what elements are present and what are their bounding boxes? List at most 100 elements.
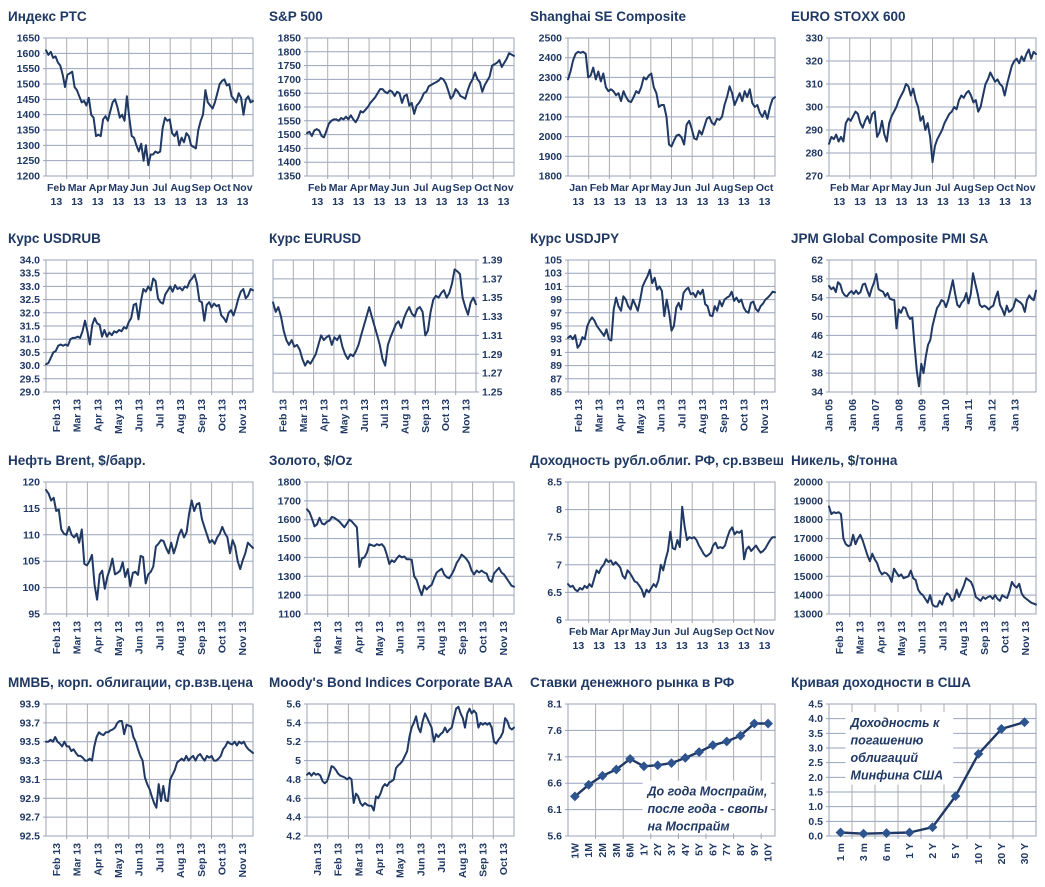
svg-text:Feb 13: Feb 13 <box>51 621 63 654</box>
svg-text:Oct: Oct <box>735 626 753 638</box>
svg-text:Jul 13: Jul 13 <box>379 399 391 429</box>
svg-text:Jul 13: Jul 13 <box>937 621 949 651</box>
svg-text:Apr: Apr <box>350 182 368 194</box>
svg-text:Sep: Sep <box>734 182 753 194</box>
svg-text:Jun 13: Jun 13 <box>134 399 146 432</box>
svg-text:13: 13 <box>676 196 688 208</box>
svg-text:Nov 13: Nov 13 <box>237 843 249 878</box>
svg-text:Apr 13: Apr 13 <box>92 621 104 654</box>
svg-text:Sep 13: Sep 13 <box>477 843 489 877</box>
svg-text:2300: 2300 <box>539 72 563 84</box>
svg-text:13: 13 <box>834 196 846 208</box>
svg-text:8.5: 8.5 <box>547 477 562 489</box>
svg-text:Sep 13: Sep 13 <box>457 621 469 655</box>
svg-text:14000: 14000 <box>794 590 823 602</box>
chart-micex-corp-bonds: ММВБ, корп. облигации, ср.взв.цена 93.9 9… <box>0 666 261 887</box>
svg-text:May: May <box>369 182 390 194</box>
svg-text:на Моспрайм: на Моспрайм <box>648 820 730 834</box>
svg-text:13: 13 <box>195 196 207 208</box>
chart-plot-rf-money-market: 8.1 7.6 7.1 6.6 6.1 5.6 1W 1M 2M 3M 6M 1Y 2Y 3Y 4Y 5Y 6Y… <box>547 699 776 862</box>
svg-text:Jun: Jun <box>391 182 410 194</box>
svg-text:1 Y: 1 Y <box>904 843 916 859</box>
svg-text:13: 13 <box>937 196 949 208</box>
svg-text:93: 93 <box>550 334 562 346</box>
svg-text:38: 38 <box>811 368 823 380</box>
svg-text:1.25: 1.25 <box>482 387 503 399</box>
svg-text:1350: 1350 <box>17 125 41 137</box>
chart-usdrub: Курс USDRUB 34.0 33.5 33.0 32.5 32.0 31.5 31.0… <box>0 222 261 443</box>
chart-plot-rub-bond-yield: 8.5 8 7.5 7 6.5 6 Feb 13 Mar 13 Apr 13 May 13 Jun 13 Jul… <box>547 477 776 652</box>
svg-text:4.2: 4.2 <box>286 831 301 843</box>
svg-text:13: 13 <box>978 196 990 208</box>
chart-plot-us-yield-curve: 4.5 4.0 3.5 3.0 2.5 2.0 1.5 1.0 0.5 0.0 1 m 3 m 6 m 1… <box>808 699 1037 864</box>
svg-text:13: 13 <box>113 196 125 208</box>
svg-text:1.35: 1.35 <box>482 292 503 304</box>
chart-title-eurusd: Курс EURUSD <box>269 231 362 246</box>
chart-sp500: S&P 500 1850 1800 1750 1700 1650 1600 1550 1500… <box>261 0 522 221</box>
svg-text:1600: 1600 <box>278 102 302 114</box>
svg-text:Минфина США: Минфина США <box>851 768 944 782</box>
svg-text:Sep 13: Sep 13 <box>718 399 730 433</box>
chart-title-nickel: Никель, $/тонна <box>791 453 898 468</box>
svg-text:13: 13 <box>614 196 626 208</box>
svg-text:10Y: 10Y <box>763 843 775 862</box>
svg-text:85: 85 <box>550 387 562 399</box>
svg-text:7.1: 7.1 <box>547 751 562 763</box>
svg-text:Feb: Feb <box>830 182 849 194</box>
svg-text:Jun 13: Jun 13 <box>415 843 427 876</box>
chart-plot-usdrub: 34.033.533.032.532.0 31.531.030.530.029.5… <box>20 255 254 434</box>
svg-text:13: 13 <box>312 196 324 208</box>
svg-text:92.5: 92.5 <box>20 831 41 843</box>
chart-plot-micex-corp-bonds: 93.9 93.7 93.5 93.3 93.1 92.9 92.7 92.5 Feb 13 Ma… <box>20 699 254 878</box>
svg-text:Apr: Apr <box>631 182 649 194</box>
svg-text:5.6: 5.6 <box>286 699 301 711</box>
svg-text:5 Y: 5 Y <box>950 843 962 859</box>
chart-title-shanghai-composite: Shanghai SE Composite <box>530 9 687 24</box>
svg-text:20 Y: 20 Y <box>996 843 1008 864</box>
svg-text:Apr 13: Apr 13 <box>92 843 104 876</box>
svg-text:1100: 1100 <box>278 609 301 621</box>
chart-title-rub-bond-yield: Доходность рубл.облиг. РФ, ср.взвеш., % <box>530 453 783 468</box>
svg-text:Nov: Nov <box>1016 182 1036 194</box>
svg-text:Nov 13: Nov 13 <box>759 399 771 434</box>
svg-text:13: 13 <box>854 196 866 208</box>
svg-text:May: May <box>630 626 651 638</box>
chart-moodys-baa: Moody's Bond Indices Corporate BAA 5.6 5.… <box>261 666 522 887</box>
chart-us-yield-curve: Кривая доходности в США 4.5 4.0 3.5 3.0 2.5 2… <box>783 666 1044 887</box>
svg-text:Oct 13: Oct 13 <box>440 399 452 431</box>
svg-text:7.6: 7.6 <box>547 725 562 737</box>
svg-text:Jan 08: Jan 08 <box>893 399 905 432</box>
svg-text:13: 13 <box>477 196 489 208</box>
svg-text:93.5: 93.5 <box>20 736 41 748</box>
svg-text:13: 13 <box>717 640 729 652</box>
svg-text:7.5: 7.5 <box>547 532 562 544</box>
svg-text:4Y: 4Y <box>680 843 692 856</box>
svg-text:1200: 1200 <box>278 590 302 602</box>
svg-text:1600: 1600 <box>278 514 302 526</box>
svg-text:1300: 1300 <box>17 140 41 152</box>
svg-text:Feb 13: Feb 13 <box>312 621 324 654</box>
chart-title-euro-stoxx-600: EURO STOXX 600 <box>791 9 906 24</box>
svg-text:310: 310 <box>805 79 823 91</box>
svg-text:13: 13 <box>916 196 928 208</box>
svg-text:62: 62 <box>811 255 823 267</box>
svg-text:13: 13 <box>717 196 729 208</box>
svg-text:103: 103 <box>544 268 562 280</box>
svg-text:Jan 09: Jan 09 <box>917 399 929 432</box>
svg-text:2Y: 2Y <box>652 843 664 856</box>
svg-text:May 13: May 13 <box>896 621 908 656</box>
svg-text:Jan 13: Jan 13 <box>312 843 324 876</box>
svg-text:20000: 20000 <box>794 477 823 489</box>
svg-text:Oct 13: Oct 13 <box>498 843 510 875</box>
svg-text:Mar: Mar <box>610 182 629 194</box>
svg-text:Aug 13: Aug 13 <box>175 621 187 656</box>
svg-text:Jul 13: Jul 13 <box>154 621 166 651</box>
svg-text:58: 58 <box>811 273 823 285</box>
svg-text:13: 13 <box>738 196 750 208</box>
svg-text:Apr 13: Apr 13 <box>614 399 626 432</box>
chart-eurusd: Курс EURUSD 1.39 1.37 1.35 1.33 1.31 1.29 1.27… <box>261 222 522 443</box>
svg-text:Aug 13: Aug 13 <box>958 621 970 656</box>
svg-text:13: 13 <box>999 196 1011 208</box>
